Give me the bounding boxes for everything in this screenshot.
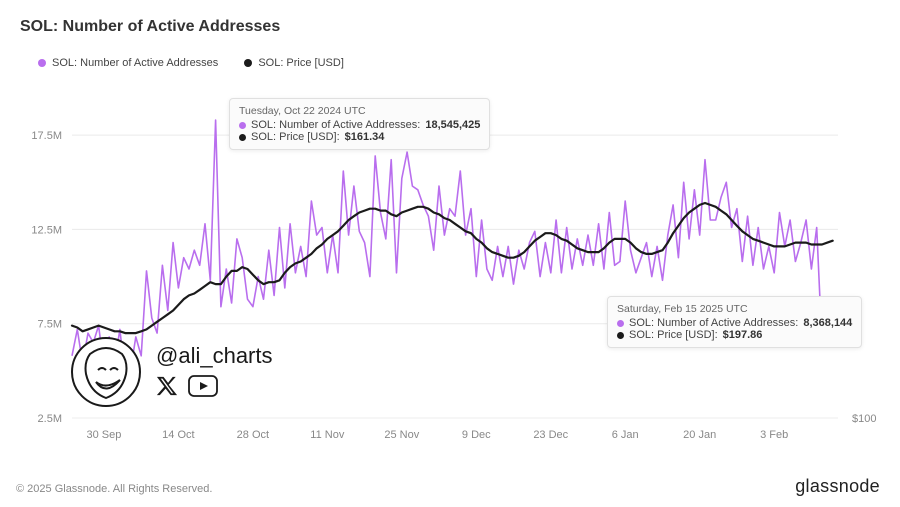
svg-text:30 Sep: 30 Sep bbox=[86, 429, 121, 441]
brand-logo: glassnode bbox=[795, 476, 880, 497]
tooltip-dot-addresses bbox=[239, 122, 246, 129]
svg-text:20 Jan: 20 Jan bbox=[683, 429, 716, 441]
legend-dot-price bbox=[244, 59, 252, 67]
legend-item-addresses: SOL: Number of Active Addresses bbox=[38, 57, 218, 69]
legend-dot-addresses bbox=[38, 59, 46, 67]
tooltip-label-addresses: SOL: Number of Active Addresses: bbox=[629, 317, 798, 329]
watermark-handle: @ali_charts bbox=[156, 343, 273, 369]
tooltip-dot-price bbox=[239, 134, 246, 141]
tooltip-value-price: $161.34 bbox=[345, 131, 385, 143]
tooltip-label-addresses: SOL: Number of Active Addresses: bbox=[251, 119, 420, 131]
tooltip-oct22: Tuesday, Oct 22 2024 UTC SOL: Number of … bbox=[229, 98, 490, 150]
svg-text:9 Dec: 9 Dec bbox=[462, 429, 491, 441]
svg-text:17.5M: 17.5M bbox=[31, 130, 62, 142]
svg-text:2.5M: 2.5M bbox=[38, 413, 62, 425]
tooltip-value-addresses: 8,368,144 bbox=[803, 317, 852, 329]
svg-text:7.5M: 7.5M bbox=[38, 319, 62, 331]
svg-text:$100: $100 bbox=[852, 413, 876, 425]
svg-text:12.5M: 12.5M bbox=[31, 224, 62, 236]
avatar-sketch-icon bbox=[70, 336, 142, 408]
tooltip-feb15: Saturday, Feb 15 2025 UTC SOL: Number of… bbox=[607, 296, 862, 348]
tooltip-dot-price bbox=[617, 332, 624, 339]
x-twitter-icon bbox=[156, 375, 178, 402]
tooltip-value-addresses: 18,545,425 bbox=[425, 119, 480, 131]
legend-label-price: SOL: Price [USD] bbox=[258, 57, 344, 69]
svg-text:23 Dec: 23 Dec bbox=[533, 429, 568, 441]
tooltip-dot-addresses bbox=[617, 320, 624, 327]
tooltip-date: Tuesday, Oct 22 2024 UTC bbox=[239, 105, 480, 117]
tooltip-date: Saturday, Feb 15 2025 UTC bbox=[617, 303, 852, 315]
legend-item-price: SOL: Price [USD] bbox=[244, 57, 344, 69]
tooltip-value-price: $197.86 bbox=[723, 329, 763, 341]
legend-label-addresses: SOL: Number of Active Addresses bbox=[52, 57, 218, 69]
watermark: @ali_charts bbox=[70, 336, 273, 408]
svg-text:3 Feb: 3 Feb bbox=[760, 429, 788, 441]
svg-text:28 Oct: 28 Oct bbox=[237, 429, 269, 441]
legend: SOL: Number of Active Addresses SOL: Pri… bbox=[38, 57, 344, 69]
youtube-icon bbox=[188, 375, 218, 402]
svg-text:6 Jan: 6 Jan bbox=[612, 429, 639, 441]
chart-title: SOL: Number of Active Addresses bbox=[20, 18, 280, 36]
svg-text:25 Nov: 25 Nov bbox=[384, 429, 419, 441]
svg-text:11 Nov: 11 Nov bbox=[310, 429, 345, 441]
tooltip-label-price: SOL: Price [USD]: bbox=[629, 329, 718, 341]
svg-text:14 Oct: 14 Oct bbox=[162, 429, 194, 441]
copyright: © 2025 Glassnode. All Rights Reserved. bbox=[16, 483, 212, 495]
tooltip-label-price: SOL: Price [USD]: bbox=[251, 131, 340, 143]
